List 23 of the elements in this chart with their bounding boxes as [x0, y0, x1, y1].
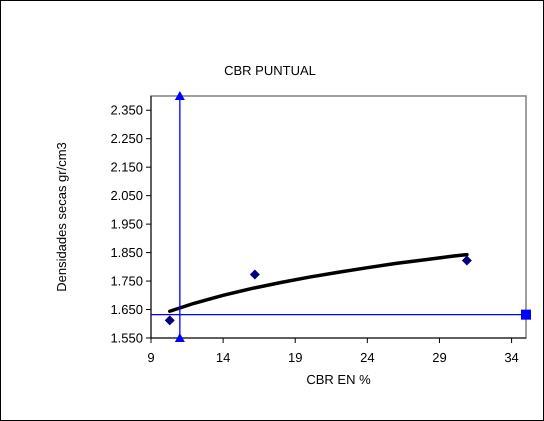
- x-tick-label: 24: [360, 350, 375, 365]
- point: [521, 310, 531, 320]
- y-tick-label: 1.550: [110, 330, 143, 346]
- point: [164, 315, 175, 326]
- x-axis-title: CBR EN %: [306, 372, 372, 387]
- y-tick-label: 2.250: [110, 131, 143, 146]
- chart-title: CBR PUNTUAL: [224, 63, 316, 78]
- y-tick-label: 1.950: [110, 216, 143, 232]
- point: [462, 256, 472, 266]
- y-tick-label: 2.150: [110, 160, 143, 175]
- x-tick-label: 19: [288, 350, 302, 365]
- line-series: [168, 252, 469, 313]
- y-tick-label: 2.350: [110, 102, 143, 118]
- x-tick-label: 9: [147, 350, 155, 365]
- y-tick-label: 2.050: [110, 188, 143, 204]
- y-tick-label: 1.850: [110, 245, 143, 260]
- y-tick-label: 1.650: [110, 302, 143, 318]
- x-tick-label: 29: [432, 350, 447, 365]
- point: [250, 270, 260, 280]
- x-tick-label: 34: [504, 350, 519, 365]
- y-tick-label: 1.750: [110, 274, 143, 289]
- x-tick-label: 14: [216, 350, 230, 365]
- y-axis-title: Densidades secas gr/cm3: [54, 142, 69, 292]
